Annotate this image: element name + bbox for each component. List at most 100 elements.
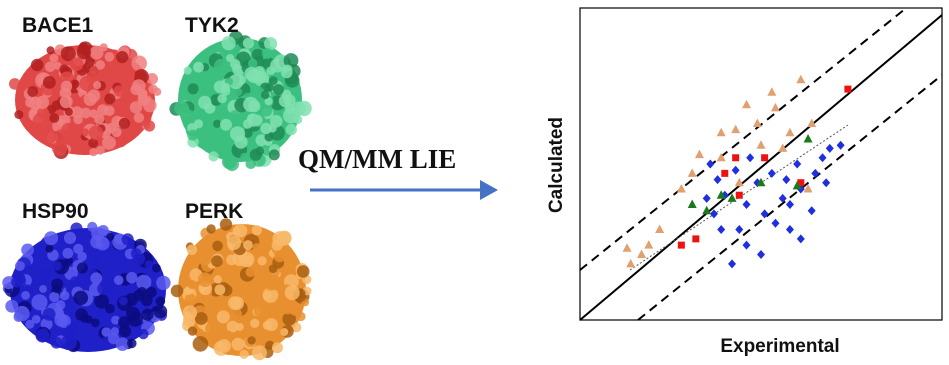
protein-atom: [70, 276, 80, 286]
point: [767, 87, 776, 96]
point: [768, 169, 776, 178]
y-axis-title: Calculated: [546, 117, 567, 213]
point: [735, 225, 743, 234]
protein-label: BACE1: [22, 14, 94, 37]
protein-atom: [234, 224, 248, 238]
protein-atom: [61, 334, 77, 350]
protein-atom: [297, 265, 310, 278]
point: [732, 166, 740, 175]
protein-atom: [91, 319, 100, 328]
method-label: QM/MM LIE: [298, 144, 456, 174]
protein-atom: [126, 272, 137, 283]
point: [692, 235, 699, 242]
protein-atom: [188, 83, 199, 94]
point: [844, 86, 851, 93]
protein-atom: [212, 241, 223, 252]
protein-label: PERK: [185, 200, 243, 223]
protein-atom: [49, 113, 59, 123]
protein-atom: [156, 276, 170, 290]
protein-atom: [31, 59, 44, 72]
protein-atom: [198, 272, 213, 287]
point: [721, 170, 728, 177]
point: [761, 154, 768, 161]
protein-atom: [214, 275, 222, 283]
protein-atom: [153, 88, 161, 96]
protein-atom: [285, 285, 300, 300]
protein-atom: [130, 101, 142, 113]
protein-atom: [252, 225, 262, 235]
point: [771, 103, 780, 112]
protein-atom: [118, 316, 130, 328]
protein-atom: [146, 287, 157, 298]
protein-atom: [63, 248, 74, 259]
protein-atom: [187, 245, 198, 256]
protein-atom: [114, 85, 125, 96]
protein-atom: [171, 285, 184, 298]
protein-atom: [116, 51, 128, 63]
protein-atom: [266, 83, 274, 91]
protein-atom: [258, 256, 267, 265]
protein-atom: [247, 69, 261, 83]
protein-atom: [211, 255, 223, 267]
protein-atom: [51, 337, 63, 349]
protein-atom: [111, 327, 119, 335]
protein-atom: [231, 297, 244, 310]
point: [746, 153, 754, 162]
protein-label: HSP90: [22, 200, 89, 223]
point: [808, 206, 816, 215]
protein-atom: [102, 327, 112, 337]
protein-atom: [141, 309, 153, 321]
point: [804, 134, 813, 143]
protein-atom: [49, 292, 59, 302]
point: [796, 75, 805, 84]
protein-atom: [206, 224, 215, 233]
protein-atom: [213, 120, 221, 128]
figure: BACE1 TYK2 HSP90 PERK QM/MM LIE Calculat…: [0, 0, 949, 365]
point: [819, 153, 827, 162]
protein-atom: [44, 231, 58, 245]
point: [678, 242, 685, 249]
protein-atom: [96, 237, 110, 251]
point: [786, 225, 794, 234]
protein-atom: [263, 291, 272, 300]
protein-atom: [262, 48, 273, 59]
protein-atom: [273, 84, 284, 95]
point: [742, 100, 751, 109]
protein-atom: [193, 336, 209, 352]
protein-atom: [274, 251, 285, 262]
protein-atom: [60, 291, 70, 301]
protein-atom: [197, 250, 212, 265]
protein-atom: [73, 244, 83, 254]
protein-atom: [247, 336, 255, 344]
protein-atom: [184, 67, 192, 75]
protein-atom: [232, 338, 245, 351]
protein-atom: [134, 113, 144, 123]
protein-atom: [21, 291, 30, 300]
point: [786, 200, 794, 209]
protein-atom: [60, 95, 73, 108]
protein-atom: [80, 313, 89, 322]
protein-atom: [11, 277, 22, 288]
protein-atom: [236, 323, 244, 331]
protein-atom: [205, 322, 219, 336]
protein-atom: [46, 245, 54, 253]
protein-atom: [188, 326, 197, 335]
protein-atom: [202, 77, 212, 87]
protein-atom: [47, 46, 55, 54]
protein-atom: [263, 321, 272, 330]
point: [837, 141, 845, 150]
protein-atom: [193, 62, 204, 73]
protein-atom: [184, 311, 192, 319]
point: [717, 225, 725, 234]
point: [736, 192, 743, 199]
protein-atom: [89, 109, 98, 118]
protein-atom: [284, 94, 296, 106]
protein-atom: [226, 255, 237, 266]
protein-atom: [36, 96, 49, 109]
protein-atom: [252, 49, 264, 61]
identity-line: [580, 15, 942, 320]
point: [743, 200, 751, 209]
protein-atom: [240, 350, 249, 359]
protein-atom: [261, 91, 269, 99]
protein-atom: [89, 66, 98, 75]
